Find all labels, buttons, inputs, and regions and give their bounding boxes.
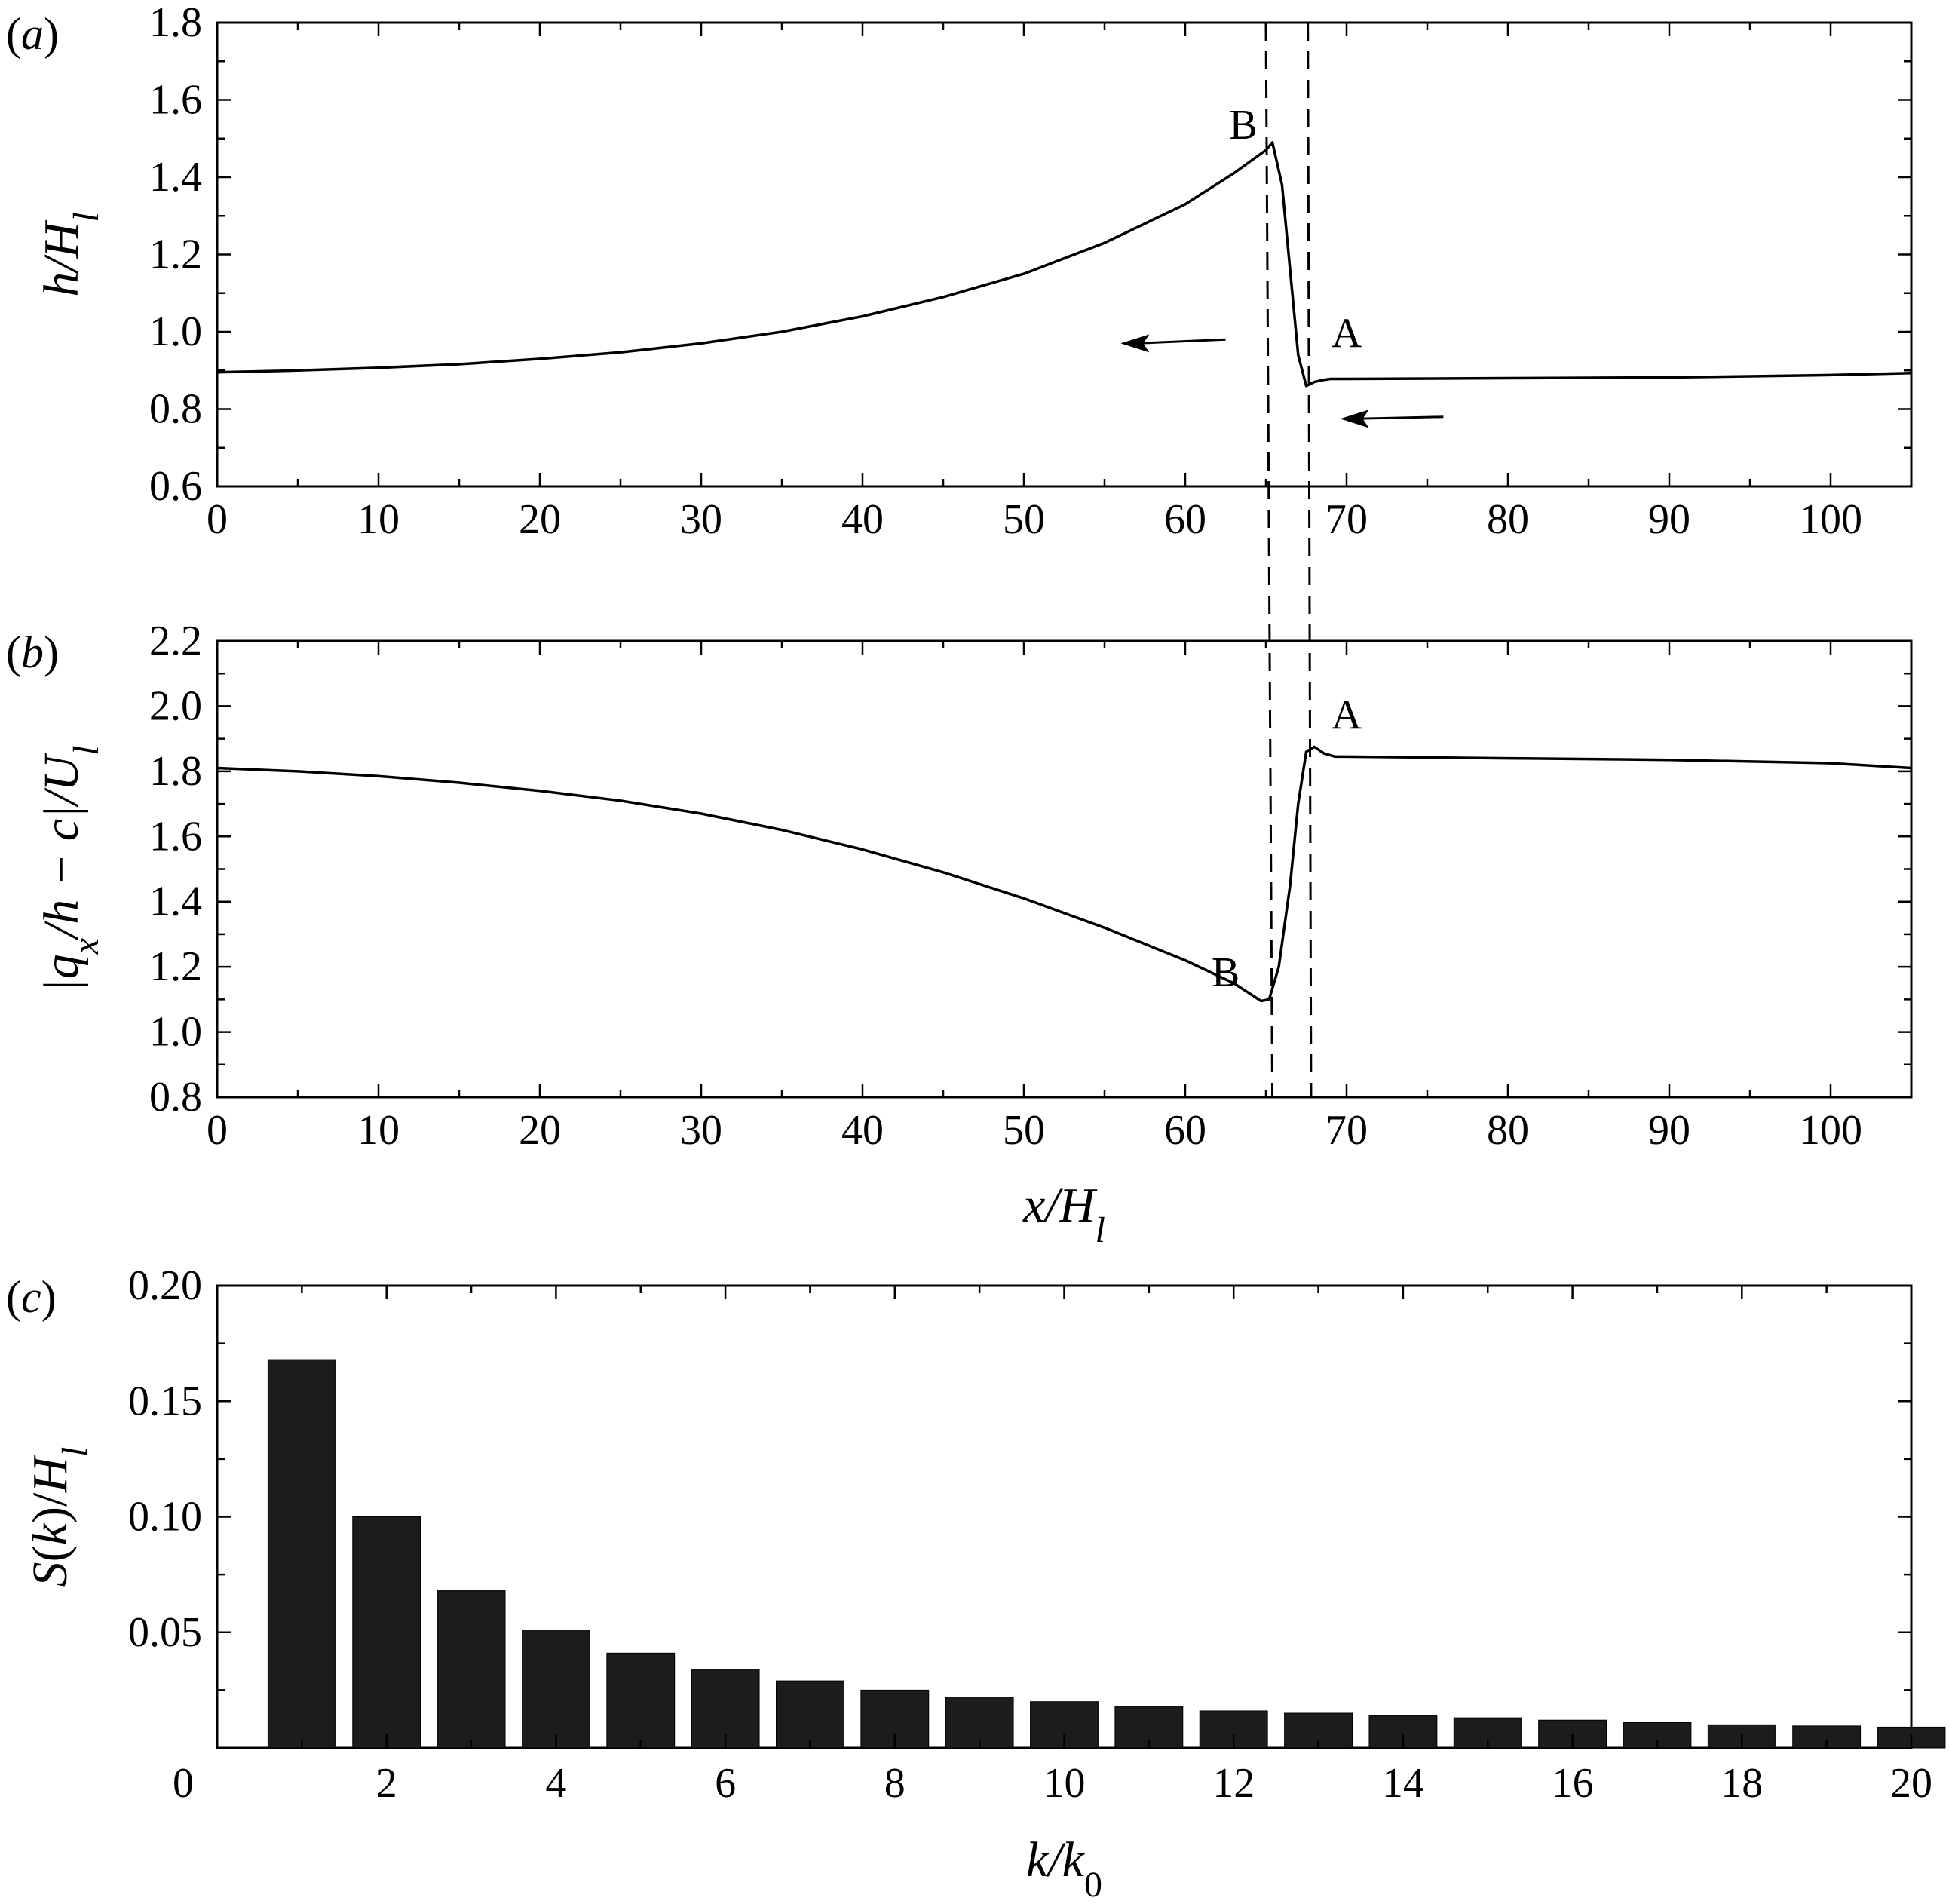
bar-7 <box>776 1680 844 1749</box>
x-tick-label: 40 <box>841 1107 884 1154</box>
x-tick-label: 90 <box>1648 496 1690 543</box>
x-tick-label: 60 <box>1164 496 1206 543</box>
x-tick-label: 60 <box>1164 1107 1206 1154</box>
x-axis-title: k/k0 <box>1026 1832 1102 1904</box>
x-axis-title: x/Hl <box>1022 1178 1105 1250</box>
y-tick-label: 0.6 <box>149 463 202 510</box>
x-tick-label: 8 <box>884 1760 906 1807</box>
bar-4 <box>521 1630 590 1749</box>
y-tick-label: 1.0 <box>149 1009 202 1056</box>
annotation-A: A <box>1332 692 1362 739</box>
dashed-markers <box>1264 22 1313 1098</box>
plot-frame <box>216 21 1913 488</box>
panel-c: 0 2 4 6 8 10 12 14 16 18 20 0.05 0.10 0.15 0.20 (c) S(k)… <box>6 1262 1946 1904</box>
x-tick-label: 6 <box>715 1760 736 1807</box>
arrow-head <box>1120 334 1150 353</box>
x-tick-label: 10 <box>357 496 400 543</box>
y-tick-label: 1.4 <box>149 878 202 925</box>
x-tick-label: 100 <box>1799 1107 1862 1154</box>
y-tick-label: 1.6 <box>149 813 202 860</box>
x-tick-label: 18 <box>1721 1760 1763 1807</box>
dashed-line <box>1264 22 1274 1098</box>
x-tick-label: 70 <box>1325 496 1368 543</box>
y-axis-title: S(k)/Hl <box>23 1447 95 1587</box>
arrow-head <box>1340 409 1369 428</box>
bar-9 <box>945 1697 1014 1749</box>
dashed-line <box>1307 22 1313 1098</box>
x-tick-label: 4 <box>545 1760 566 1807</box>
bar-5 <box>606 1652 676 1749</box>
x-tick-label: 10 <box>1043 1760 1086 1807</box>
y-tick-label: 1.0 <box>149 308 202 355</box>
y-axis-title: |qx/h − c|/Ul <box>34 745 106 992</box>
panel-label: (b) <box>6 627 59 677</box>
x-tick-label: 30 <box>680 1107 722 1154</box>
arrow <box>1355 415 1444 420</box>
y-tick-label: 1.8 <box>149 0 202 46</box>
x-tick-label: 80 <box>1487 496 1529 543</box>
panel-label: (a) <box>6 9 59 59</box>
annotation-B: B <box>1229 102 1257 149</box>
series-line <box>216 141 1912 388</box>
x-tick-label: 12 <box>1212 1760 1255 1807</box>
y-tick-label: 0.8 <box>149 386 202 433</box>
y-tick-label: 0.10 <box>128 1494 202 1541</box>
x-tick-label: 100 <box>1799 496 1862 543</box>
y-axis-title: h/Hl <box>34 212 106 296</box>
y-tick-label: 0.20 <box>128 1262 202 1309</box>
arrow <box>1135 338 1226 345</box>
x-tick-label: 0 <box>207 496 228 543</box>
x-tick-label: 50 <box>1003 496 1045 543</box>
x-tick-label: 70 <box>1325 1107 1368 1154</box>
plot-frame <box>216 639 1913 1099</box>
annotation-B: B <box>1212 949 1240 996</box>
x-tick-label: 80 <box>1487 1107 1529 1154</box>
y-tick-label: 2.2 <box>149 618 202 664</box>
x-tick-label: 2 <box>376 1760 397 1807</box>
x-tick-label: 20 <box>519 1107 561 1154</box>
y-tick-label: 1.2 <box>149 943 202 990</box>
x-tick-label: 50 <box>1003 1107 1045 1154</box>
series-line <box>216 745 1912 1003</box>
bar-3 <box>437 1590 506 1749</box>
y-tick-label: 1.2 <box>149 231 202 278</box>
annotation-A: A <box>1332 311 1362 357</box>
x-tick-label: 20 <box>519 496 561 543</box>
y-tick-label: 0.8 <box>149 1074 202 1121</box>
bar-1 <box>267 1359 336 1749</box>
y-tick-label: 1.4 <box>149 154 202 201</box>
x-tick-label: 16 <box>1552 1760 1594 1807</box>
y-tick-label: 0.15 <box>128 1378 202 1424</box>
x-tick-label: 20 <box>1890 1760 1932 1807</box>
panel-b: 0 10 20 30 40 50 60 70 80 90 100 0.8 1.0 1.2 1.4 1.6 1.8… <box>6 618 1913 1250</box>
y-tick-label: 1.8 <box>149 748 202 795</box>
x-tick-label: 0 <box>173 1760 194 1807</box>
y-tick-label: 0.05 <box>128 1609 202 1656</box>
x-tick-label: 40 <box>841 496 884 543</box>
x-tick-label: 10 <box>357 1107 400 1154</box>
x-tick-label: 14 <box>1382 1760 1424 1807</box>
y-tick-label: 1.6 <box>149 77 202 124</box>
panel-label: (c) <box>6 1272 57 1322</box>
x-tick-label: 30 <box>680 496 722 543</box>
y-tick-label: 2.0 <box>149 682 202 729</box>
x-tick-label: 90 <box>1648 1107 1690 1154</box>
panel-a: 0 10 20 30 40 50 60 70 80 90 100 0.6 0.8 1.0 1.2 1.4 1.6… <box>6 0 1913 543</box>
bar-2 <box>352 1516 421 1749</box>
x-tick-label: 0 <box>207 1107 228 1154</box>
